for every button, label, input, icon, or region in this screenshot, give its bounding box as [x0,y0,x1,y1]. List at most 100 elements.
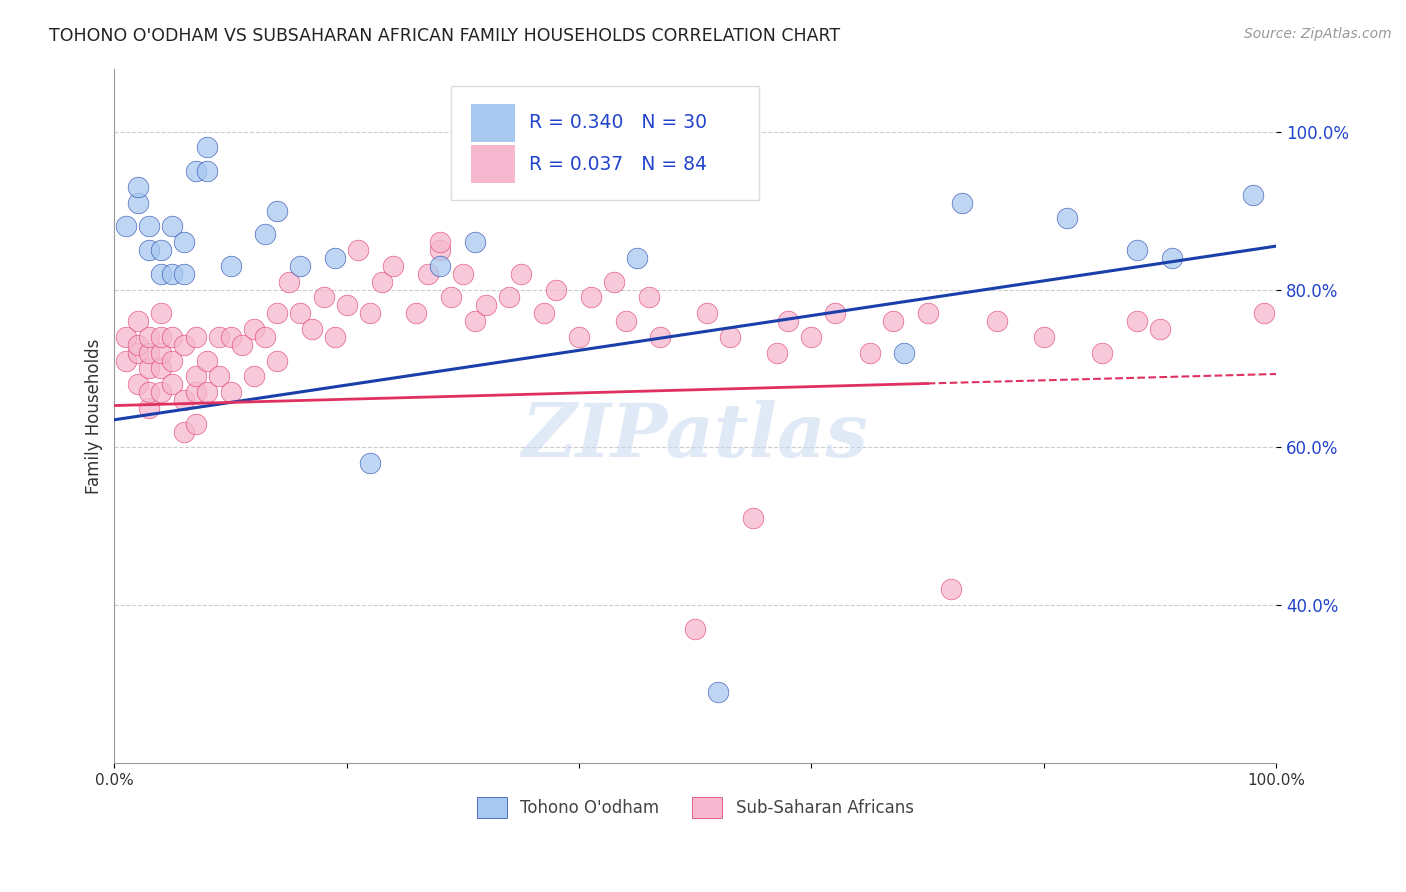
Point [451,267,474,281]
Point [429,259,451,273]
Point [778,314,800,328]
Point [858,345,880,359]
Point [162,267,184,281]
Point [266,306,288,320]
Point [312,290,335,304]
Point [544,283,567,297]
Point [917,306,939,320]
Point [127,195,149,210]
Point [138,243,160,257]
Text: ZIPatlas: ZIPatlas [522,401,869,473]
Point [405,306,427,320]
Point [138,385,160,400]
Point [464,235,486,249]
Point [195,164,218,178]
Point [429,243,451,257]
Point [149,306,172,320]
Point [173,338,195,352]
Point [1160,251,1182,265]
Point [162,219,184,234]
Point [359,456,381,470]
Point [138,219,160,234]
Point [824,306,846,320]
Point [219,330,242,344]
Point [149,243,172,257]
Point [127,180,149,194]
Point [266,353,288,368]
Point [184,330,207,344]
Legend: Tohono O'odham, Sub-Saharan Africans: Tohono O'odham, Sub-Saharan Africans [470,790,921,824]
Point [765,345,787,359]
Text: Source: ZipAtlas.com: Source: ZipAtlas.com [1244,27,1392,41]
Point [149,267,172,281]
Point [359,306,381,320]
Point [683,622,706,636]
Point [138,401,160,415]
Text: R = 0.037   N = 84: R = 0.037 N = 84 [529,155,707,174]
Point [162,353,184,368]
Point [173,235,195,249]
Point [650,330,672,344]
Point [637,290,659,304]
Text: TOHONO O'ODHAM VS SUBSAHARAN AFRICAN FAMILY HOUSEHOLDS CORRELATION CHART: TOHONO O'ODHAM VS SUBSAHARAN AFRICAN FAM… [49,27,841,45]
Point [208,330,231,344]
Point [939,582,962,597]
Point [533,306,555,320]
Point [184,164,207,178]
FancyBboxPatch shape [451,86,759,201]
Point [568,330,591,344]
Point [184,369,207,384]
Point [579,290,602,304]
Point [882,314,904,328]
Point [138,330,160,344]
Point [195,140,218,154]
Point [254,330,277,344]
Point [149,345,172,359]
Point [115,330,138,344]
Point [429,235,451,249]
Point [138,345,160,359]
Point [800,330,823,344]
Point [127,338,149,352]
Point [614,314,637,328]
Point [1091,345,1114,359]
Point [464,314,486,328]
Point [696,306,718,320]
Point [115,353,138,368]
Point [893,345,915,359]
Point [347,243,370,257]
Point [416,267,439,281]
Point [266,203,288,218]
Point [162,377,184,392]
Point [254,227,277,242]
Point [208,369,231,384]
Point [219,259,242,273]
Point [173,392,195,407]
FancyBboxPatch shape [471,145,515,184]
Point [149,330,172,344]
Point [149,361,172,376]
Point [184,417,207,431]
Point [127,377,149,392]
Point [1056,211,1078,226]
Point [277,275,299,289]
Point [370,275,392,289]
Point [195,353,218,368]
Point [173,267,195,281]
Point [952,195,974,210]
Point [1253,306,1275,320]
Point [707,685,730,699]
Point [1032,330,1054,344]
Point [1125,314,1147,328]
Point [290,306,312,320]
Point [603,275,626,289]
Point [323,251,346,265]
Point [742,511,765,525]
Point [1241,187,1264,202]
Point [718,330,741,344]
Point [290,259,312,273]
Point [336,298,359,312]
Point [162,330,184,344]
Point [1149,322,1171,336]
Point [243,322,266,336]
